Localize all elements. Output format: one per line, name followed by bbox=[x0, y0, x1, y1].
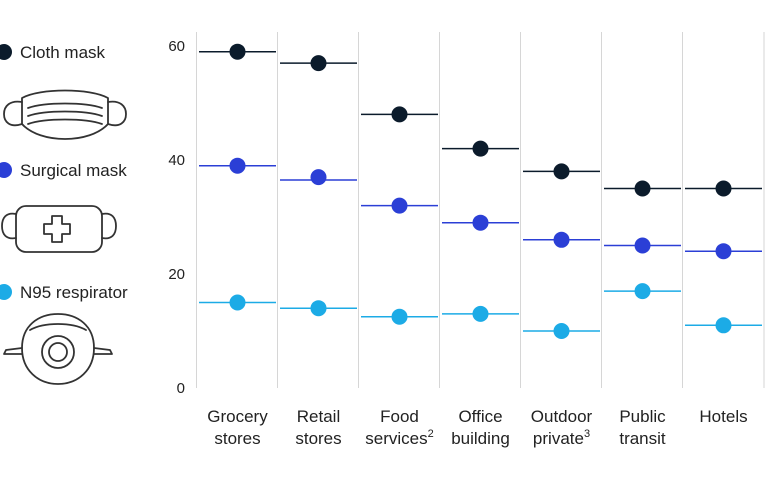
cloth-data-point bbox=[553, 163, 570, 180]
cloth-data-point bbox=[229, 43, 246, 60]
x-category-label: Food bbox=[380, 407, 419, 426]
cloth-mask-icon bbox=[3, 89, 127, 140]
cloth-data-point bbox=[472, 140, 489, 157]
y-tick-label: 0 bbox=[177, 380, 185, 397]
surgical-data-point bbox=[229, 157, 246, 174]
surgical-data-point bbox=[391, 197, 408, 214]
cloth-data-point bbox=[715, 180, 732, 197]
footnote-superscript: 3 bbox=[584, 428, 590, 440]
surgical-data-point bbox=[310, 169, 327, 186]
x-category-label: Grocery bbox=[207, 407, 268, 426]
n95-data-point bbox=[229, 294, 246, 311]
x-category-label-line2: building bbox=[451, 429, 510, 448]
surgical-data-point bbox=[472, 214, 489, 231]
cloth-data-point bbox=[634, 180, 651, 197]
cloth-mask-legend-label: Cloth mask bbox=[20, 43, 106, 62]
x-category-label: Retail bbox=[297, 407, 340, 426]
surgical-mask-legend-label: Surgical mask bbox=[20, 161, 127, 180]
y-tick-label: 40 bbox=[168, 152, 185, 169]
n95-data-point bbox=[391, 308, 408, 325]
n95-respirator-icon bbox=[3, 313, 113, 385]
x-category-label-line2: transit bbox=[619, 429, 666, 448]
x-category-label-line2: private3 bbox=[533, 428, 590, 448]
surgical-data-point bbox=[553, 231, 570, 248]
n95-data-point bbox=[553, 323, 570, 339]
y-tick-label: 20 bbox=[168, 266, 185, 283]
x-category-label-line2: stores bbox=[295, 429, 341, 448]
x-category-label-line2: stores bbox=[214, 429, 260, 448]
x-category-label: Office bbox=[458, 407, 502, 426]
n95-data-point bbox=[715, 317, 732, 334]
surgical-mask-icon bbox=[1, 205, 117, 253]
surgical-data-point bbox=[634, 237, 651, 254]
cloth-mask-legend-dot bbox=[0, 44, 12, 60]
n95-data-point bbox=[634, 283, 651, 300]
n95-data-point bbox=[472, 305, 489, 322]
x-category-label: Outdoor bbox=[531, 407, 593, 426]
n95-data-point bbox=[310, 300, 327, 317]
cloth-data-point bbox=[391, 106, 408, 123]
x-category-label: Public bbox=[619, 407, 666, 426]
y-tick-label: 60 bbox=[168, 38, 185, 55]
n95-respirator-legend-label: N95 respirator bbox=[20, 283, 128, 302]
footnote-superscript: 2 bbox=[428, 428, 434, 440]
surgical-mask-legend-dot bbox=[0, 162, 12, 178]
x-category-label-line2: services2 bbox=[365, 428, 433, 448]
surgical-data-point bbox=[715, 243, 732, 260]
x-category-label: Hotels bbox=[699, 407, 747, 426]
cloth-data-point bbox=[310, 55, 327, 72]
n95-respirator-legend-dot bbox=[0, 284, 12, 300]
